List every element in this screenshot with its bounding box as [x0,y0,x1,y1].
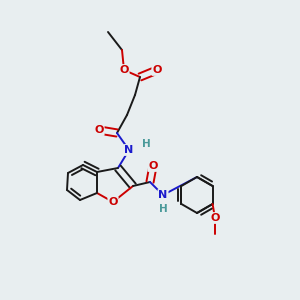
Text: O: O [119,65,129,75]
Text: O: O [152,65,162,75]
Text: H: H [159,204,167,214]
Text: O: O [148,161,158,171]
Text: O: O [94,125,104,135]
Text: N: N [124,145,134,155]
Text: O: O [108,197,118,207]
Text: N: N [158,190,168,200]
Text: O: O [210,213,220,223]
Text: H: H [142,139,150,149]
